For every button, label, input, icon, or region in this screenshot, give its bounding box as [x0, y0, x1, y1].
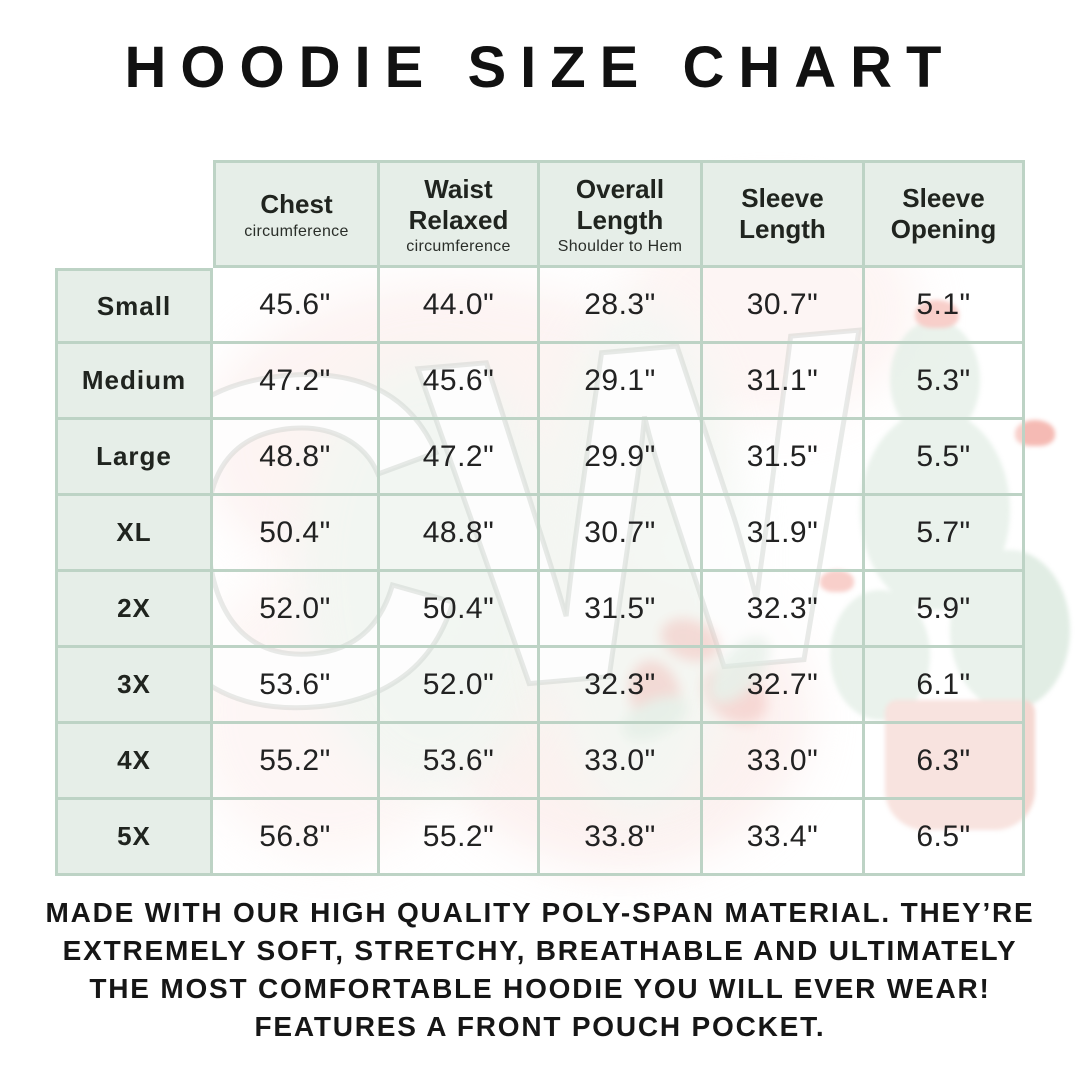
value-cell-3x-chest: 53.6": [213, 648, 380, 724]
column-header-sub: Shoulder to Hem: [557, 238, 683, 256]
size-chart-table: Chest circumference Waist Relaxed circum…: [55, 160, 1025, 876]
value-cell-small-sleeve-opening: 5.1": [865, 268, 1025, 344]
row-label-xl: XL: [55, 496, 213, 572]
value-cell-medium-waist: 45.6": [380, 344, 540, 420]
value-cell-4x-sleeve-length: 33.0": [703, 724, 865, 800]
column-header-overall-length: Overall Length Shoulder to Hem: [540, 160, 703, 268]
column-header-label: Waist Relaxed: [408, 173, 509, 235]
value-cell-xl-waist: 48.8": [380, 496, 540, 572]
row-label-medium: Medium: [55, 344, 213, 420]
value-cell-large-waist: 47.2": [380, 420, 540, 496]
column-header-sleeve-length: Sleeve Length: [703, 160, 865, 268]
value-cell-2x-sleeve-opening: 5.9": [865, 572, 1025, 648]
value-cell-4x-waist: 53.6": [380, 724, 540, 800]
value-cell-2x-chest: 52.0": [213, 572, 380, 648]
value-cell-xl-length: 30.7": [540, 496, 703, 572]
value-cell-small-waist: 44.0": [380, 268, 540, 344]
value-cell-medium-length: 29.1": [540, 344, 703, 420]
value-cell-large-sleeve-opening: 5.5": [865, 420, 1025, 496]
column-header-chest: Chest circumference: [213, 160, 380, 268]
value-cell-large-length: 29.9": [540, 420, 703, 496]
value-cell-2x-length: 31.5": [540, 572, 703, 648]
value-cell-5x-waist: 55.2": [380, 800, 540, 876]
column-header-label: Chest: [260, 189, 333, 220]
value-cell-xl-sleeve-opening: 5.7": [865, 496, 1025, 572]
description-line: MADE WITH OUR HIGH QUALITY POLY-SPAN MAT…: [45, 897, 1035, 928]
description-line: FEATURES A FRONT POUCH POCKET.: [254, 1011, 826, 1042]
column-header-label: Sleeve Opening: [890, 182, 997, 244]
value-cell-medium-sleeve-opening: 5.3": [865, 344, 1025, 420]
column-header-waist-relaxed: Waist Relaxed circumference: [380, 160, 540, 268]
value-cell-3x-sleeve-length: 32.7": [703, 648, 865, 724]
column-header-label: Sleeve Length: [739, 182, 826, 244]
row-label-2x: 2X: [55, 572, 213, 648]
value-cell-large-sleeve-length: 31.5": [703, 420, 865, 496]
value-cell-xl-sleeve-length: 31.9": [703, 496, 865, 572]
description-line: EXTREMELY SOFT, STRETCHY, BREATHABLE AND…: [62, 935, 1018, 966]
description-line: THE MOST COMFORTABLE HOODIE YOU WILL EVE…: [89, 973, 991, 1004]
value-cell-5x-length: 33.8": [540, 800, 703, 876]
watercolor-wash: [300, 360, 560, 790]
row-label-3x: 3X: [55, 648, 213, 724]
value-cell-small-sleeve-length: 30.7": [703, 268, 865, 344]
column-header-sub: circumference: [244, 222, 349, 240]
product-description: MADE WITH OUR HIGH QUALITY POLY-SPAN MAT…: [40, 894, 1040, 1046]
value-cell-2x-waist: 50.4": [380, 572, 540, 648]
value-cell-large-chest: 48.8": [213, 420, 380, 496]
row-label-5x: 5X: [55, 800, 213, 876]
value-cell-4x-sleeve-opening: 6.3": [865, 724, 1025, 800]
value-cell-3x-sleeve-opening: 6.1": [865, 648, 1025, 724]
row-label-large: Large: [55, 420, 213, 496]
value-cell-3x-length: 32.3": [540, 648, 703, 724]
value-cell-xl-chest: 50.4": [213, 496, 380, 572]
column-header-label: Overall Length: [575, 173, 665, 235]
value-cell-medium-chest: 47.2": [213, 344, 380, 420]
row-label-small: Small: [55, 268, 213, 344]
value-cell-small-chest: 45.6": [213, 268, 380, 344]
row-label-4x: 4X: [55, 724, 213, 800]
value-cell-5x-chest: 56.8": [213, 800, 380, 876]
value-cell-5x-sleeve-opening: 6.5": [865, 800, 1025, 876]
value-cell-small-length: 28.3": [540, 268, 703, 344]
corner-empty-cell: [55, 160, 213, 268]
value-cell-5x-sleeve-length: 33.4": [703, 800, 865, 876]
column-header-sleeve-opening: Sleeve Opening: [865, 160, 1025, 268]
page-title: HOODIE SIZE CHART: [124, 35, 956, 100]
column-header-sub: circumference: [406, 238, 511, 256]
value-cell-3x-waist: 52.0": [380, 648, 540, 724]
value-cell-4x-length: 33.0": [540, 724, 703, 800]
value-cell-2x-sleeve-length: 32.3": [703, 572, 865, 648]
value-cell-medium-sleeve-length: 31.1": [703, 344, 865, 420]
value-cell-4x-chest: 55.2": [213, 724, 380, 800]
